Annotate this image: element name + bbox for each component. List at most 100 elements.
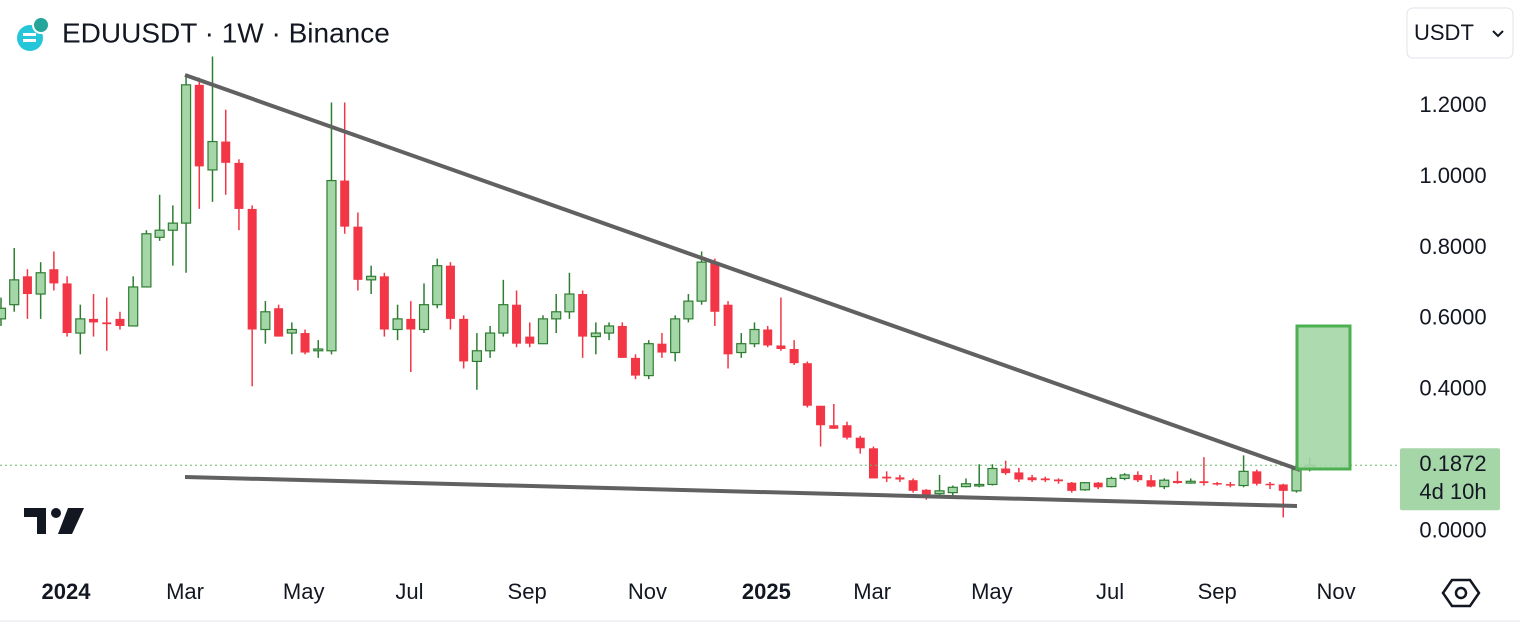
axes: 0.0000 0.4000 0.6000 0.8000 1.0000 1.2000 2024… [42,92,1500,604]
candle-body [392,318,403,331]
x-tick-label: May [283,579,325,604]
tradingview-logo [24,508,84,534]
candle-body [696,261,707,302]
candle-body [816,405,826,426]
candle-body [657,343,667,353]
candle-body [115,318,125,326]
candle-body [578,294,588,337]
candle-body [1027,477,1037,481]
candle-body [0,307,7,320]
candle-body [908,480,918,491]
candle-body [498,304,509,334]
candle-body [590,332,601,338]
candle-body [749,328,760,345]
candle-body [947,486,958,494]
candle-body [1291,468,1302,492]
candle-body [89,318,99,323]
candle-body [736,343,747,354]
candle-body [313,348,324,352]
candle-body [1252,471,1262,484]
candle-body [868,448,878,479]
candle-body [1278,484,1288,491]
candle-body [1238,470,1249,487]
currency-label[interactable]: USDT [1414,20,1474,45]
candle-body [1093,482,1103,488]
candle-body [1172,480,1182,484]
candle-body [603,325,615,334]
candle-body [974,483,985,487]
candle-body [247,208,257,330]
candle-body [763,329,773,346]
candle-body [921,489,931,497]
candle-body [1146,480,1156,487]
candle-body [1119,474,1130,480]
candle-body [723,304,733,355]
candle-body [631,357,641,376]
candle-body [683,300,694,320]
y-tick-label: 1.0000 [1419,163,1486,188]
x-tick-label: Sep [508,579,547,604]
candle-body [1265,483,1275,486]
candle-body [366,275,377,281]
candle-body [128,286,139,327]
last-price-label: 0.1872 [1419,451,1486,476]
candle-body [895,477,905,480]
candle-body [445,265,455,319]
candle-body [418,304,430,331]
candle-body [340,180,350,227]
candle-body [459,318,469,362]
candle-body [485,332,496,352]
candle-body [353,226,363,280]
candle-body [512,304,522,344]
x-tick-label: Nov [628,579,667,604]
x-tick-label: May [971,579,1013,604]
candle-body [1001,468,1011,474]
x-tick-label: Nov [1317,579,1356,604]
candle-body [802,363,812,406]
candle-body [617,325,627,358]
candle-body [379,276,389,330]
y-tick-label: 0.8000 [1419,234,1486,259]
candle-body [22,276,32,295]
candle-body [643,343,654,377]
candle-body [855,437,865,449]
candle-body [1014,472,1024,480]
candle-body [1212,483,1222,485]
candle-body [406,318,416,330]
candle-body [1054,479,1064,482]
candle-body [1133,474,1143,481]
x-tick-label: Mar [853,579,891,604]
y-tick-label: 0.0000 [1419,517,1486,542]
candle-body [776,345,786,350]
candle-body [842,425,852,438]
x-tick-label: 2025 [742,579,791,604]
candle-body [180,84,192,224]
x-tick-label: Mar [166,579,204,604]
settings-button[interactable] [1441,578,1481,608]
countdown-label: 4d 10h [1419,479,1486,504]
candle-body [960,483,972,488]
candle-body [1199,481,1209,484]
candle-body [1159,479,1170,488]
y-tick-label: 1.2000 [1419,92,1486,117]
candle-body [934,490,945,495]
candle-body [62,283,72,334]
candle-body [274,308,284,337]
candle-body [670,318,681,354]
candle-body [987,467,998,486]
y-tick-label: 0.6000 [1419,305,1486,330]
currency-dropdown[interactable]: USDT [1406,7,1514,59]
plot-area [0,56,1400,518]
candle-body [789,349,799,364]
candle-body [1040,478,1050,481]
candle-body [326,179,337,352]
candle-body [154,229,165,238]
candle-body [1225,484,1235,486]
candle-body [564,293,575,313]
candle-body [471,350,482,363]
candle-body [300,333,310,353]
trendline-upper [184,73,1301,472]
candle-body [537,318,549,345]
candle-body [1079,482,1091,491]
candle-body [234,162,244,209]
